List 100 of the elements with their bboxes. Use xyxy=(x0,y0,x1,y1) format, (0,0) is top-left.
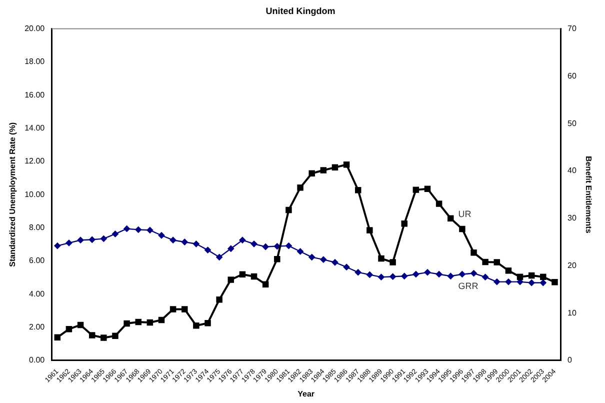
point xyxy=(505,278,512,285)
point xyxy=(540,280,546,286)
point xyxy=(424,269,431,276)
point xyxy=(204,246,211,254)
point xyxy=(88,236,96,243)
point xyxy=(505,267,512,274)
y-tick-label: 10.00 xyxy=(24,190,46,199)
point xyxy=(378,255,384,262)
point xyxy=(297,184,304,191)
y-tick-label: 2.00 xyxy=(29,322,46,332)
y-tick-label: 6.00 xyxy=(29,256,46,266)
y2-tick-label: 10 xyxy=(568,308,577,318)
point xyxy=(77,236,84,244)
point xyxy=(458,271,466,278)
chart-title: United Kingdom xyxy=(266,6,336,16)
point xyxy=(135,226,142,233)
point xyxy=(494,259,500,266)
point xyxy=(170,236,176,244)
point xyxy=(436,271,442,278)
point xyxy=(528,272,535,279)
point xyxy=(343,161,350,168)
point xyxy=(401,220,408,227)
point xyxy=(482,274,489,280)
point xyxy=(262,281,269,288)
point xyxy=(494,278,500,285)
point xyxy=(228,245,234,252)
point xyxy=(112,332,118,340)
point xyxy=(366,227,373,234)
series-label: GRR xyxy=(458,281,479,292)
point xyxy=(135,318,142,326)
point xyxy=(459,226,466,232)
point xyxy=(366,271,373,278)
y-tick-label: 0.00 xyxy=(29,356,46,365)
point xyxy=(343,264,350,270)
y2-tick-label: 70 xyxy=(568,24,577,34)
point xyxy=(354,269,362,276)
point xyxy=(250,240,258,248)
point xyxy=(320,256,327,263)
point xyxy=(262,244,269,250)
point xyxy=(204,320,211,326)
point xyxy=(412,186,420,193)
point xyxy=(250,273,258,280)
point xyxy=(424,186,431,192)
y-tick-label: 16.00 xyxy=(24,90,46,100)
y-tick-label: 12.00 xyxy=(24,156,46,166)
point xyxy=(297,248,304,255)
point xyxy=(158,232,165,239)
x-axis-title: Year xyxy=(298,389,315,398)
point xyxy=(470,270,477,276)
point xyxy=(390,273,396,280)
point xyxy=(146,226,154,234)
y-tick-label: 20.00 xyxy=(24,24,46,34)
point xyxy=(412,271,420,278)
point xyxy=(320,167,327,174)
point xyxy=(170,306,176,312)
point xyxy=(124,320,130,327)
point xyxy=(308,254,316,260)
point xyxy=(401,272,408,280)
point xyxy=(88,332,96,338)
point xyxy=(528,280,535,286)
point xyxy=(482,258,488,266)
point xyxy=(216,254,223,260)
y2-tick-label: 30 xyxy=(568,214,577,223)
y2-tick-label: 0 xyxy=(568,356,572,365)
y-tick-label: 8.00 xyxy=(29,222,46,232)
point xyxy=(516,274,524,280)
point xyxy=(100,334,107,341)
y2-tick-label: 40 xyxy=(568,166,577,176)
point xyxy=(552,279,558,286)
point xyxy=(436,200,442,207)
y2-axis-title: Benefit Entitlements xyxy=(584,156,593,234)
point xyxy=(390,259,396,266)
point xyxy=(448,215,454,222)
point xyxy=(112,230,118,238)
point xyxy=(274,243,280,250)
y-tick-label: 14.00 xyxy=(24,124,46,132)
y-axis-title: Standardized Unemployment Rate (%) xyxy=(8,122,18,267)
point xyxy=(192,240,200,248)
y2-tick-label: 20 xyxy=(568,260,577,270)
point xyxy=(540,274,546,280)
y2-tick-label: 60 xyxy=(568,71,577,80)
point xyxy=(228,276,234,283)
series-label: UR xyxy=(458,208,472,219)
point xyxy=(124,226,130,232)
point xyxy=(193,322,200,329)
point xyxy=(332,164,338,171)
point xyxy=(332,259,338,266)
point xyxy=(158,316,165,324)
point xyxy=(66,326,72,332)
point xyxy=(308,170,315,177)
point xyxy=(54,242,61,249)
point xyxy=(77,322,84,328)
point xyxy=(216,296,222,303)
point xyxy=(239,236,246,244)
point xyxy=(146,319,154,326)
point xyxy=(274,256,280,262)
point xyxy=(181,238,188,246)
point xyxy=(286,206,292,214)
point xyxy=(354,187,362,194)
point xyxy=(54,334,61,341)
